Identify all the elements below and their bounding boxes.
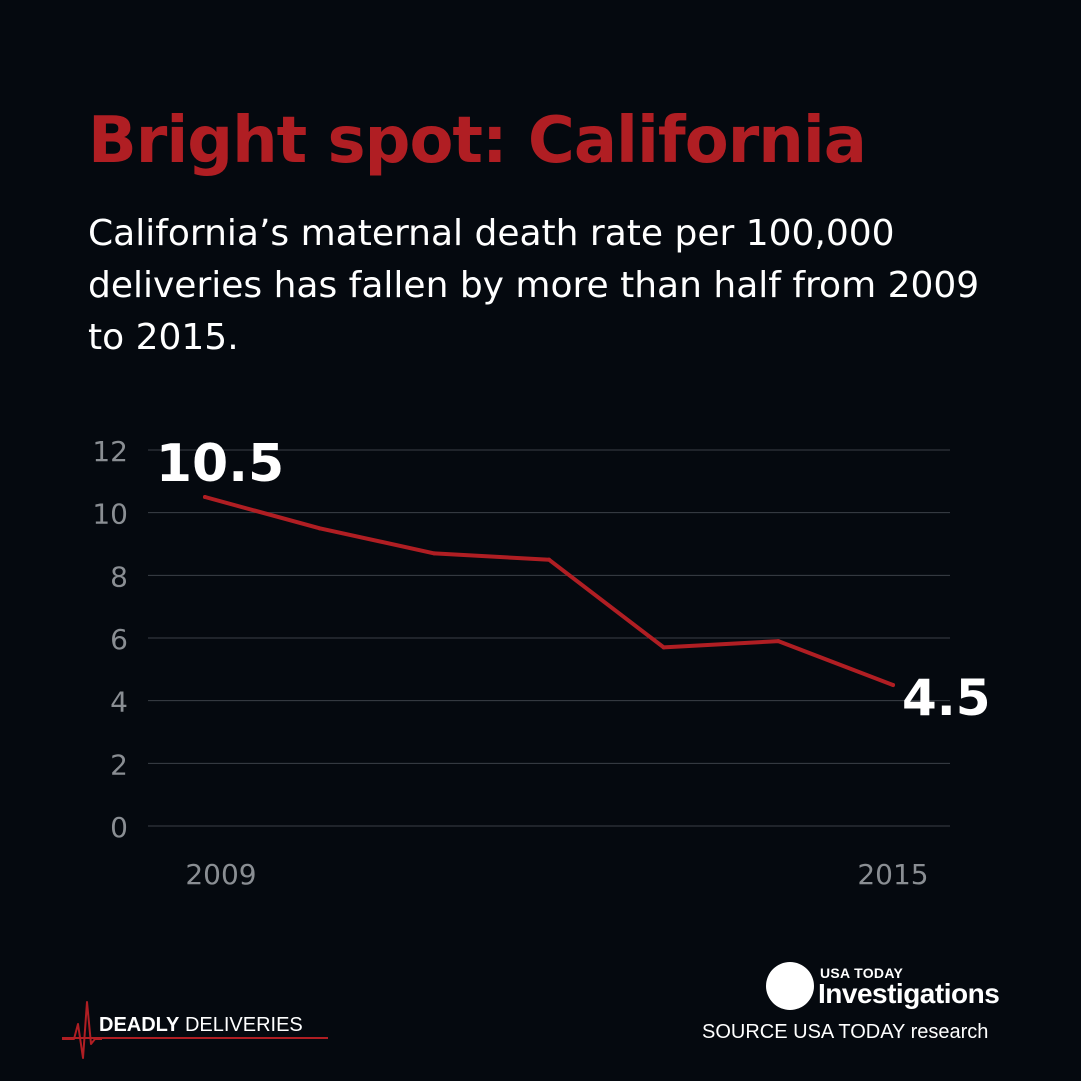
chart-subtitle: California’s maternal death rate per 100… [88,213,980,358]
brand-underline [62,1037,328,1039]
heartbeat-pulse-icon [62,1001,102,1059]
deadly-deliveries-brand: DEADLY DELIVERIES [62,1000,332,1060]
y-tick-label: 10 [92,498,128,531]
y-tick-label: 0 [110,811,128,844]
y-tick-label: 2 [110,748,128,781]
y-tick-label: 6 [110,623,128,656]
data-point [203,495,207,499]
brand-label-strong: DEADLY [99,1014,180,1036]
data-point [776,639,781,644]
y-tick-label: 12 [92,435,128,468]
data-label-end: 4.5 [902,669,991,727]
usa-today-logo-dot [766,962,814,1010]
data-point [432,551,437,556]
logo-usa-today: USA TODAY [820,965,904,981]
data-point [317,526,322,531]
data-point [661,645,666,650]
brand-label: DEADLY DELIVERIES [99,1014,303,1037]
y-tick-label: 8 [110,560,128,593]
line-chart: 0 2 4 6 8 10 12 2009 2015 10.5 4.5 [92,434,991,891]
data-point [891,683,895,687]
data-point [547,557,551,562]
x-tick-label: 2015 [857,858,928,891]
data-label-start: 10.5 [156,434,284,494]
series-line [203,495,895,687]
source-note: SOURCE USA TODAY research [702,1021,989,1043]
x-tick-label: 2009 [185,858,256,891]
y-tick-label: 4 [110,686,128,719]
brand-label-light: DELIVERIES [184,1014,303,1036]
chart-title: Bright spot: California [88,104,867,178]
logo-investigations: Investigations [818,978,1000,1009]
